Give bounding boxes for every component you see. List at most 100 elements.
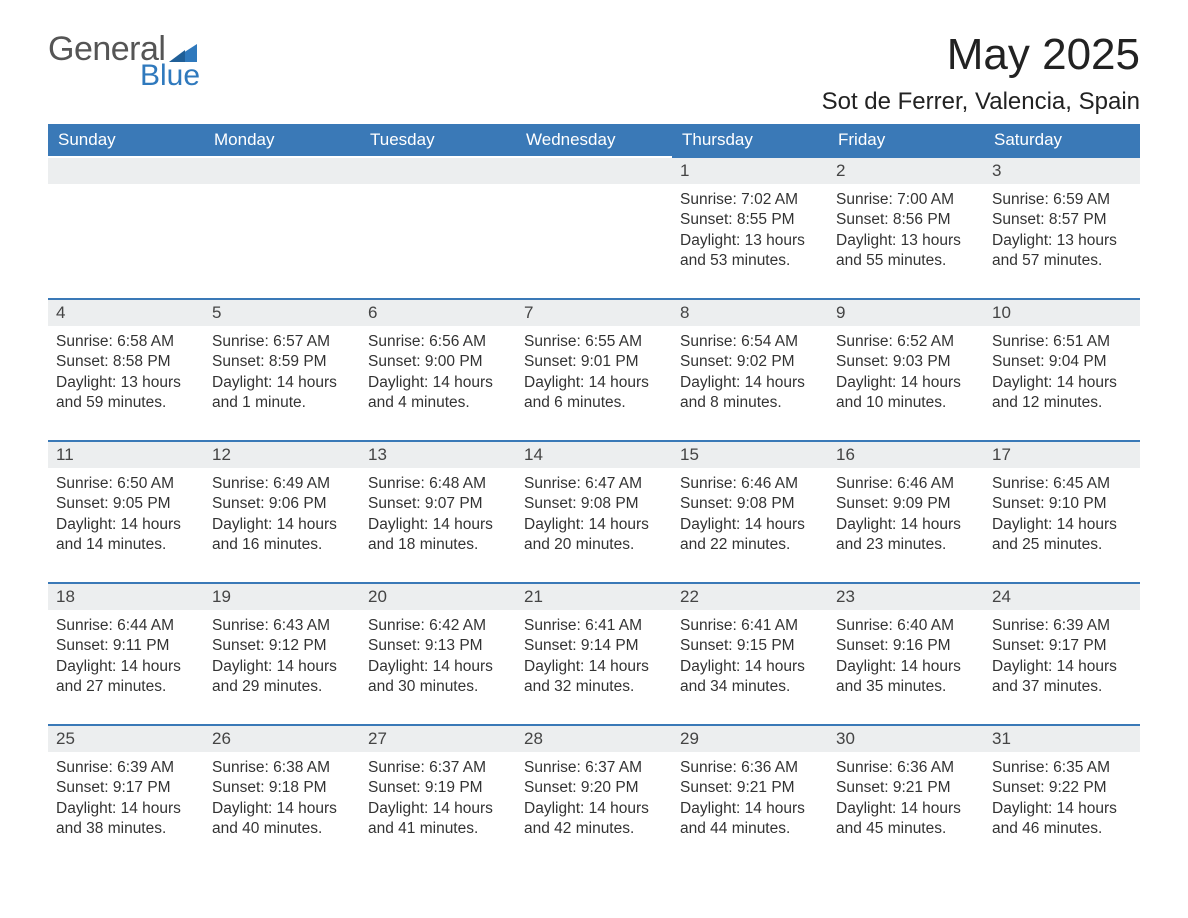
day-cell: 22Sunrise: 6:41 AMSunset: 9:15 PMDayligh… bbox=[672, 582, 828, 710]
day-details: Sunrise: 6:42 AMSunset: 9:13 PMDaylight:… bbox=[360, 610, 516, 702]
day-number: 18 bbox=[48, 584, 204, 610]
day-details: Sunrise: 6:41 AMSunset: 9:15 PMDaylight:… bbox=[672, 610, 828, 702]
sunrise-line: Sunrise: 6:38 AM bbox=[212, 758, 352, 778]
day-details: Sunrise: 6:51 AMSunset: 9:04 PMDaylight:… bbox=[984, 326, 1140, 418]
sunset-line: Sunset: 9:07 PM bbox=[368, 494, 508, 514]
weekday-header: Friday bbox=[828, 124, 984, 156]
daylight-line: Daylight: 14 hours and 6 minutes. bbox=[524, 373, 664, 414]
sunset-line: Sunset: 9:06 PM bbox=[212, 494, 352, 514]
weekday-header: Thursday bbox=[672, 124, 828, 156]
day-details: Sunrise: 6:38 AMSunset: 9:18 PMDaylight:… bbox=[204, 752, 360, 844]
day-details: Sunrise: 6:37 AMSunset: 9:19 PMDaylight:… bbox=[360, 752, 516, 844]
sunset-line: Sunset: 9:14 PM bbox=[524, 636, 664, 656]
daylight-line: Daylight: 13 hours and 55 minutes. bbox=[836, 231, 976, 272]
day-number: 2 bbox=[828, 158, 984, 184]
weekday-header: Monday bbox=[204, 124, 360, 156]
location: Sot de Ferrer, Valencia, Spain bbox=[822, 88, 1140, 116]
title-block: May 2025 Sot de Ferrer, Valencia, Spain bbox=[822, 30, 1140, 116]
day-details: Sunrise: 6:48 AMSunset: 9:07 PMDaylight:… bbox=[360, 468, 516, 560]
sunset-line: Sunset: 9:00 PM bbox=[368, 352, 508, 372]
sunrise-line: Sunrise: 6:39 AM bbox=[992, 616, 1132, 636]
day-cell: 13Sunrise: 6:48 AMSunset: 9:07 PMDayligh… bbox=[360, 440, 516, 568]
week-row: 25Sunrise: 6:39 AMSunset: 9:17 PMDayligh… bbox=[48, 724, 1140, 852]
sunset-line: Sunset: 9:17 PM bbox=[56, 778, 196, 798]
day-cell: 20Sunrise: 6:42 AMSunset: 9:13 PMDayligh… bbox=[360, 582, 516, 710]
daylight-line: Daylight: 14 hours and 20 minutes. bbox=[524, 515, 664, 556]
day-cell: 16Sunrise: 6:46 AMSunset: 9:09 PMDayligh… bbox=[828, 440, 984, 568]
day-cell: 2Sunrise: 7:00 AMSunset: 8:56 PMDaylight… bbox=[828, 156, 984, 284]
logo: General Blue bbox=[48, 30, 200, 93]
sunrise-line: Sunrise: 6:40 AM bbox=[836, 616, 976, 636]
day-details: Sunrise: 6:50 AMSunset: 9:05 PMDaylight:… bbox=[48, 468, 204, 560]
day-details: Sunrise: 6:40 AMSunset: 9:16 PMDaylight:… bbox=[828, 610, 984, 702]
day-number: 19 bbox=[204, 584, 360, 610]
daylight-line: Daylight: 14 hours and 32 minutes. bbox=[524, 657, 664, 698]
day-number-bar bbox=[204, 158, 360, 184]
daylight-line: Daylight: 14 hours and 22 minutes. bbox=[680, 515, 820, 556]
week-row: 4Sunrise: 6:58 AMSunset: 8:58 PMDaylight… bbox=[48, 298, 1140, 426]
day-details: Sunrise: 6:45 AMSunset: 9:10 PMDaylight:… bbox=[984, 468, 1140, 560]
sunrise-line: Sunrise: 7:00 AM bbox=[836, 190, 976, 210]
daylight-line: Daylight: 14 hours and 27 minutes. bbox=[56, 657, 196, 698]
daylight-line: Daylight: 14 hours and 1 minute. bbox=[212, 373, 352, 414]
day-number: 11 bbox=[48, 442, 204, 468]
day-number: 28 bbox=[516, 726, 672, 752]
day-number: 1 bbox=[672, 158, 828, 184]
month-title: May 2025 bbox=[822, 30, 1140, 80]
daylight-line: Daylight: 14 hours and 34 minutes. bbox=[680, 657, 820, 698]
day-number-bar bbox=[360, 158, 516, 184]
sunrise-line: Sunrise: 6:37 AM bbox=[368, 758, 508, 778]
week-row: 11Sunrise: 6:50 AMSunset: 9:05 PMDayligh… bbox=[48, 440, 1140, 568]
sunrise-line: Sunrise: 6:55 AM bbox=[524, 332, 664, 352]
logo-text-blue: Blue bbox=[140, 59, 200, 93]
sunset-line: Sunset: 9:01 PM bbox=[524, 352, 664, 372]
sunrise-line: Sunrise: 6:46 AM bbox=[836, 474, 976, 494]
sunset-line: Sunset: 9:05 PM bbox=[56, 494, 196, 514]
day-cell: 17Sunrise: 6:45 AMSunset: 9:10 PMDayligh… bbox=[984, 440, 1140, 568]
day-cell: 18Sunrise: 6:44 AMSunset: 9:11 PMDayligh… bbox=[48, 582, 204, 710]
sunset-line: Sunset: 9:08 PM bbox=[680, 494, 820, 514]
sunrise-line: Sunrise: 6:49 AM bbox=[212, 474, 352, 494]
sunset-line: Sunset: 8:58 PM bbox=[56, 352, 196, 372]
daylight-line: Daylight: 14 hours and 4 minutes. bbox=[368, 373, 508, 414]
day-details: Sunrise: 6:52 AMSunset: 9:03 PMDaylight:… bbox=[828, 326, 984, 418]
day-number: 17 bbox=[984, 442, 1140, 468]
sunset-line: Sunset: 8:55 PM bbox=[680, 210, 820, 230]
day-cell: 8Sunrise: 6:54 AMSunset: 9:02 PMDaylight… bbox=[672, 298, 828, 426]
day-details: Sunrise: 6:57 AMSunset: 8:59 PMDaylight:… bbox=[204, 326, 360, 418]
day-cell-empty bbox=[48, 156, 204, 284]
day-cell: 9Sunrise: 6:52 AMSunset: 9:03 PMDaylight… bbox=[828, 298, 984, 426]
sunset-line: Sunset: 9:03 PM bbox=[836, 352, 976, 372]
sunset-line: Sunset: 9:21 PM bbox=[680, 778, 820, 798]
day-details: Sunrise: 6:55 AMSunset: 9:01 PMDaylight:… bbox=[516, 326, 672, 418]
day-cell: 30Sunrise: 6:36 AMSunset: 9:21 PMDayligh… bbox=[828, 724, 984, 852]
day-details: Sunrise: 6:49 AMSunset: 9:06 PMDaylight:… bbox=[204, 468, 360, 560]
sunset-line: Sunset: 9:19 PM bbox=[368, 778, 508, 798]
sunset-line: Sunset: 9:10 PM bbox=[992, 494, 1132, 514]
day-cell: 1Sunrise: 7:02 AMSunset: 8:55 PMDaylight… bbox=[672, 156, 828, 284]
weekday-header: Wednesday bbox=[516, 124, 672, 156]
weekday-header: Saturday bbox=[984, 124, 1140, 156]
day-cell: 3Sunrise: 6:59 AMSunset: 8:57 PMDaylight… bbox=[984, 156, 1140, 284]
day-number: 26 bbox=[204, 726, 360, 752]
day-details: Sunrise: 6:47 AMSunset: 9:08 PMDaylight:… bbox=[516, 468, 672, 560]
weekday-header: Sunday bbox=[48, 124, 204, 156]
day-details: Sunrise: 6:58 AMSunset: 8:58 PMDaylight:… bbox=[48, 326, 204, 418]
day-cell: 21Sunrise: 6:41 AMSunset: 9:14 PMDayligh… bbox=[516, 582, 672, 710]
day-details: Sunrise: 6:37 AMSunset: 9:20 PMDaylight:… bbox=[516, 752, 672, 844]
sunrise-line: Sunrise: 6:51 AM bbox=[992, 332, 1132, 352]
header: General Blue May 2025 Sot de Ferrer, Val… bbox=[48, 30, 1140, 116]
sunrise-line: Sunrise: 6:59 AM bbox=[992, 190, 1132, 210]
day-details: Sunrise: 6:54 AMSunset: 9:02 PMDaylight:… bbox=[672, 326, 828, 418]
sunset-line: Sunset: 9:11 PM bbox=[56, 636, 196, 656]
week-row: 18Sunrise: 6:44 AMSunset: 9:11 PMDayligh… bbox=[48, 582, 1140, 710]
daylight-line: Daylight: 14 hours and 29 minutes. bbox=[212, 657, 352, 698]
day-cell: 28Sunrise: 6:37 AMSunset: 9:20 PMDayligh… bbox=[516, 724, 672, 852]
sunrise-line: Sunrise: 6:39 AM bbox=[56, 758, 196, 778]
sunset-line: Sunset: 9:18 PM bbox=[212, 778, 352, 798]
day-details: Sunrise: 6:59 AMSunset: 8:57 PMDaylight:… bbox=[984, 184, 1140, 276]
daylight-line: Daylight: 14 hours and 40 minutes. bbox=[212, 799, 352, 840]
sunset-line: Sunset: 9:02 PM bbox=[680, 352, 820, 372]
day-cell: 19Sunrise: 6:43 AMSunset: 9:12 PMDayligh… bbox=[204, 582, 360, 710]
sunset-line: Sunset: 9:22 PM bbox=[992, 778, 1132, 798]
